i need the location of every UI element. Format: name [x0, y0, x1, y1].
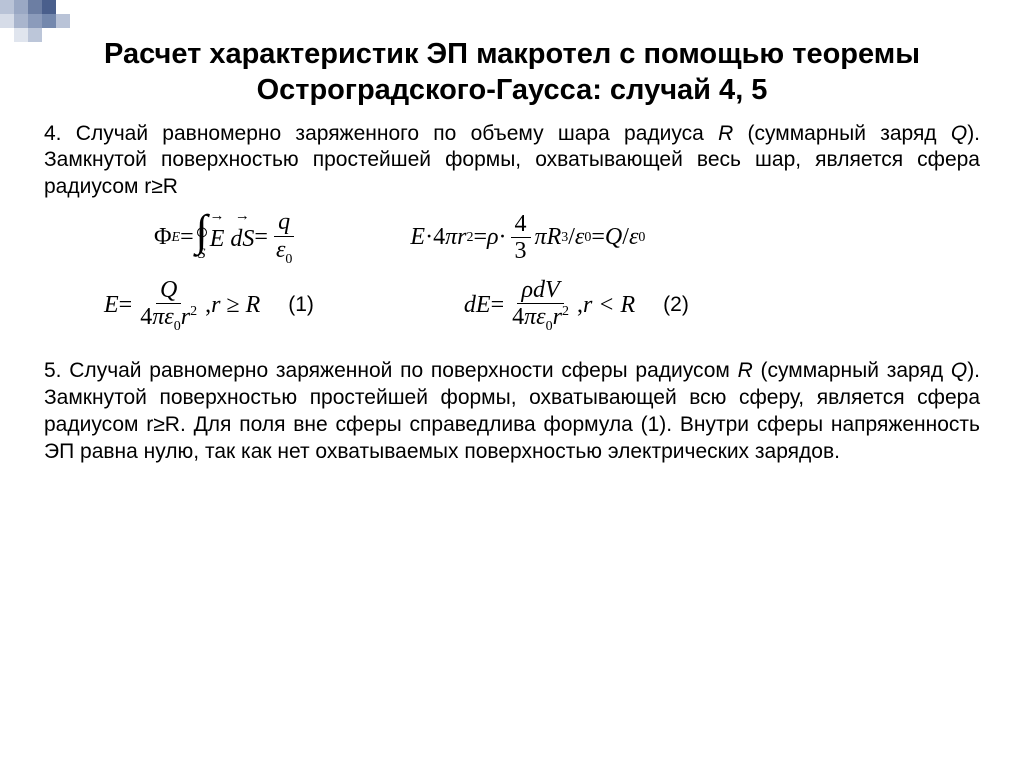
dE: dE — [464, 292, 491, 319]
dzb: 0 — [546, 319, 553, 334]
z2: 0 — [584, 230, 591, 246]
eq-tag-1: (1) — [288, 293, 314, 317]
E2: E — [410, 224, 425, 251]
eq-tag-2: (2) — [663, 293, 689, 317]
dS-vec: dS — [230, 222, 254, 253]
eq-dE-inside: dE = ρdV 4πε0r2 , r < R (2) — [464, 277, 689, 335]
ndV: dV — [533, 277, 560, 303]
eq-gauss-sphere: E · 4πr2 = ρ · 4 3 πR3 / ε0 = Q / ε0 — [410, 211, 645, 265]
oint: ∫ S — [196, 213, 208, 263]
deps: ε — [164, 304, 173, 330]
E-vec: E — [210, 222, 225, 253]
dot2: · — [499, 224, 507, 251]
p4-Q: Q — [951, 122, 967, 145]
den3: 3 — [511, 238, 531, 264]
d4b: 4 — [512, 304, 524, 330]
drb: r — [553, 304, 562, 330]
eq-flux: ΦE = ∫ S E dS = q ε0 — [154, 209, 300, 267]
eq4a: = — [491, 292, 505, 319]
corner-decoration — [0, 0, 80, 44]
p4-lead: 4. Случай равномерно заряженного по объе… — [44, 122, 718, 145]
dsq: 2 — [190, 304, 197, 319]
eq-row-1: ΦE = ∫ S E dS = q ε0 E · 4πr2 = ρ · — [44, 209, 980, 267]
rho: ρ — [487, 224, 499, 251]
slide-title: Расчет характеристик ЭП макротел с помощ… — [44, 36, 980, 109]
sq1: 2 — [466, 230, 473, 246]
sl2: / — [622, 224, 629, 251]
R1: R — [547, 224, 562, 251]
p5-R: R — [738, 359, 753, 382]
equations: ΦE = ∫ S E dS = q ε0 E · 4πr2 = ρ · — [44, 209, 980, 334]
dz: 0 — [174, 319, 181, 334]
phi-sub: E — [172, 230, 181, 246]
dsqb: 2 — [562, 304, 569, 319]
num4: 4 — [511, 211, 531, 238]
frac-q-eps0: q ε0 — [272, 209, 296, 267]
geq: r ≥ R — [211, 292, 260, 319]
den-0: 0 — [285, 251, 292, 266]
eq1a: = — [180, 224, 194, 251]
pi2: π — [535, 224, 547, 251]
eps2: ε — [575, 224, 584, 251]
den-eps: ε — [276, 237, 285, 263]
Q1: Q — [605, 224, 622, 251]
E3: E — [104, 292, 119, 319]
four: 4 — [433, 224, 445, 251]
slide-content: Расчет характеристик ЭП макротел с помощ… — [0, 0, 1024, 466]
dpi: π — [152, 304, 164, 330]
frac-rhodV: ρdV 4πε0r2 — [508, 277, 573, 335]
phi: Φ — [154, 224, 172, 251]
paragraph-case-5: 5. Случай равномерно заряженной по повер… — [44, 358, 980, 466]
eq3a: = — [119, 292, 133, 319]
cube: 3 — [561, 230, 568, 246]
p4-mid: (суммарный заряд — [733, 122, 951, 145]
eq2a: = — [473, 224, 487, 251]
dot1: · — [425, 224, 433, 251]
p5-mid: (суммарный заряд — [753, 359, 951, 382]
eq-E-outside: E = Q 4πε0r2 , r ≥ R (1) — [104, 277, 314, 335]
dpib: π — [524, 304, 536, 330]
p5-Q: Q — [951, 359, 967, 382]
p4-R: R — [718, 122, 733, 145]
p5-lead: 5. Случай равномерно заряженной по повер… — [44, 359, 738, 382]
num-q: q — [274, 209, 294, 236]
z3: 0 — [638, 230, 645, 246]
numQ: Q — [156, 277, 181, 304]
eq1b: = — [254, 224, 268, 251]
paragraph-case-4: 4. Случай равномерно заряженного по объе… — [44, 121, 980, 202]
depsb: ε — [536, 304, 545, 330]
eq-row-2: E = Q 4πε0r2 , r ≥ R (1) dE = ρdV 4πε0r2 — [44, 277, 980, 335]
eq2b: = — [591, 224, 605, 251]
pi1: π — [445, 224, 457, 251]
dr: r — [181, 304, 190, 330]
r1: r — [457, 224, 466, 251]
frac-4-3: 4 3 — [511, 211, 531, 265]
frac-Q-4pe0r2: Q 4πε0r2 — [136, 277, 201, 335]
sl1: / — [568, 224, 575, 251]
lt: r < R — [583, 292, 635, 319]
nrho: ρ — [521, 277, 533, 303]
eps3: ε — [629, 224, 638, 251]
d4: 4 — [140, 304, 152, 330]
